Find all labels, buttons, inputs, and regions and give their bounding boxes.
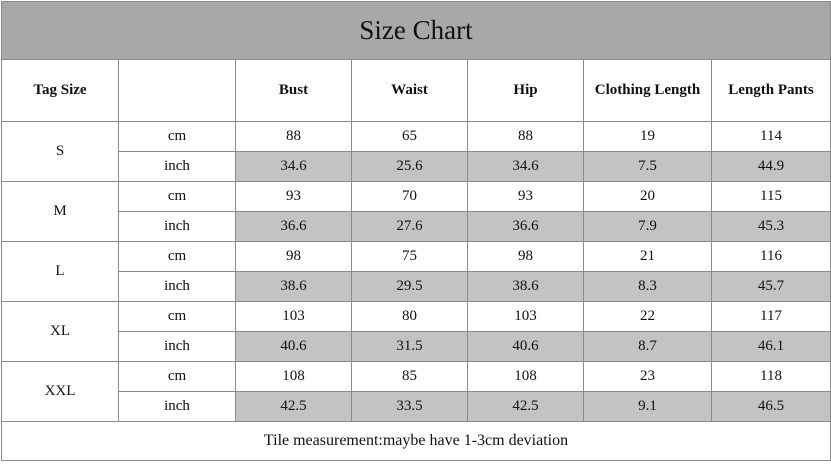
value-cell: 29.5 [351,271,468,302]
value-cell: 114 [710,121,831,152]
value-cell: 46.1 [710,331,831,362]
table-body: Size Chart Tag Size Bust Waist Hip Clothing … [0,1,831,461]
value-cell: 88 [235,121,352,152]
size-table: Size Chart Tag Size Bust Waist Hip Clothing … [0,1,831,461]
value-cell: 70 [351,181,468,212]
header-cell: Length Pants [710,59,831,122]
value-cell: 42.5 [467,391,584,422]
value-cell: 46.5 [710,391,831,422]
table-row: inch 38.6 29.5 38.6 8.3 45.7 [2,271,831,302]
value-cell: 38.6 [467,271,584,302]
value-cell: 40.6 [467,331,584,362]
value-cell: 22 [583,301,712,332]
table-row: inch 40.6 31.5 40.6 8.7 46.1 [2,331,831,362]
value-cell: 108 [467,361,584,392]
title: Size Chart [0,1,831,60]
table-row: inch 36.6 27.6 36.6 7.9 45.3 [2,211,831,242]
header-cell [118,59,236,122]
table-row: XXL cm 108 85 108 23 118 [1,361,831,422]
header-cell: Clothing Length [583,59,712,122]
value-cell: 8.3 [583,271,712,302]
size-cell: S [1,121,119,182]
value-cell: 93 [235,181,352,212]
value-cell: 7.5 [583,151,712,182]
header-cell: Hip [467,59,584,122]
value-cell: 20 [583,181,712,212]
value-cell: 118 [710,361,831,392]
value-cell: 80 [351,301,468,332]
size-cell: M [1,181,119,242]
header-cell: Tag Size [1,59,119,122]
value-cell: 38.6 [235,271,352,302]
size-cell: XL [1,301,119,362]
value-cell: 27.6 [351,211,468,242]
table-row: XL cm 103 80 103 22 117 [1,301,831,362]
header-cell: Waist [351,59,468,122]
unit-cell: cm [118,361,236,392]
value-cell: 45.7 [710,271,831,302]
value-cell: 65 [351,121,468,152]
value-cell: 19 [583,121,712,152]
table-row: Tag Size Bust Waist Hip Clothing Length Lengt… [1,59,831,122]
table-row: inch 42.5 33.5 42.5 9.1 46.5 [2,391,831,422]
unit-cell: inch [118,271,236,302]
value-cell: 36.6 [467,211,584,242]
table-row: Tile measurement:maybe have 1-3cm deviat… [0,421,831,461]
size-cell: XXL [1,361,119,422]
value-cell: 9.1 [583,391,712,422]
value-cell: 88 [467,121,584,152]
unit-cell: cm [118,301,236,332]
value-cell: 21 [583,241,712,272]
size-cell: L [1,241,119,302]
value-cell: 40.6 [235,331,352,362]
value-cell: 33.5 [351,391,468,422]
value-cell: 103 [467,301,584,332]
unit-cell: inch [118,391,236,422]
header-cell: Bust [235,59,352,122]
value-cell: 34.6 [235,151,352,182]
value-cell: 93 [467,181,584,212]
value-cell: 34.6 [467,151,584,182]
value-cell: 75 [351,241,468,272]
value-cell: 103 [235,301,352,332]
unit-cell: inch [118,151,236,182]
unit-cell: cm [118,181,236,212]
footer-note: Tile measurement:maybe have 1-3cm deviat… [0,421,831,461]
value-cell: 31.5 [351,331,468,362]
value-cell: 116 [710,241,831,272]
value-cell: 108 [235,361,352,392]
value-cell: 117 [710,301,831,332]
unit-cell: inch [118,331,236,362]
value-cell: 98 [235,241,352,272]
value-cell: 23 [583,361,712,392]
value-cell: 44.9 [710,151,831,182]
value-cell: 25.6 [351,151,468,182]
value-cell: 7.9 [583,211,712,242]
unit-cell: cm [118,241,236,272]
table-row: inch 34.6 25.6 34.6 7.5 44.9 [2,151,831,182]
unit-cell: cm [118,121,236,152]
value-cell: 85 [351,361,468,392]
value-cell: 36.6 [235,211,352,242]
unit-cell: inch [118,211,236,242]
value-cell: 42.5 [235,391,352,422]
value-cell: 45.3 [710,211,831,242]
value-cell: 98 [467,241,584,272]
value-cell: 8.7 [583,331,712,362]
value-cell: 115 [710,181,831,212]
